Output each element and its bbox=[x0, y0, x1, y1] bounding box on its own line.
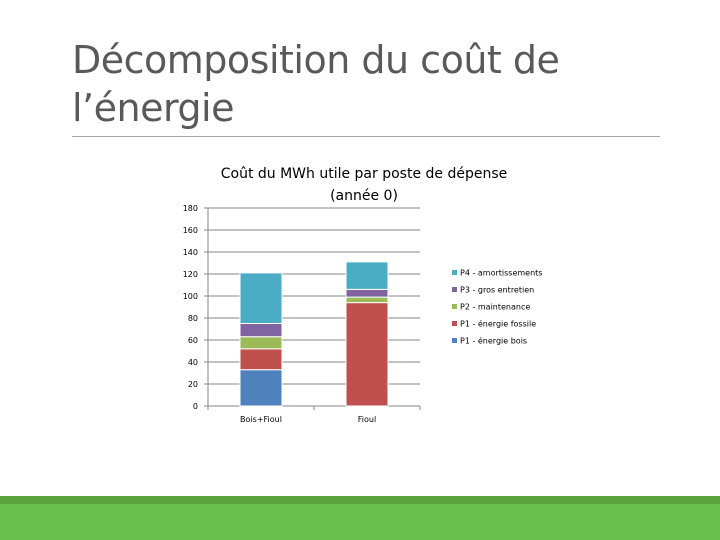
footer-bar bbox=[0, 504, 720, 540]
x-tick-label: Bois+Fioul bbox=[240, 415, 282, 424]
bar-segment bbox=[345, 302, 389, 407]
bar-segment bbox=[239, 272, 283, 324]
y-tick-label: 40 bbox=[188, 358, 198, 367]
x-tick-label: Fioul bbox=[358, 415, 376, 424]
footer-accent-stripe bbox=[0, 496, 720, 504]
y-tick-label: 0 bbox=[193, 402, 198, 411]
legend-swatch bbox=[452, 270, 457, 275]
legend-swatch bbox=[452, 321, 457, 326]
chart-title-line1: Coût du MWh utile par poste de dépense bbox=[221, 166, 508, 182]
chart-bars bbox=[239, 261, 389, 407]
bar-segment bbox=[239, 369, 283, 407]
legend-label: P3 - gros entretien bbox=[460, 286, 534, 295]
title-divider bbox=[72, 136, 660, 137]
bar-segment bbox=[239, 348, 283, 371]
slide-title: Décomposition du coût de l’énergie bbox=[72, 36, 672, 132]
legend-swatch bbox=[452, 287, 457, 292]
y-tick-label: 160 bbox=[183, 226, 198, 235]
legend-label: P1 - énergie bois bbox=[460, 336, 527, 346]
slide-title-line1: Décomposition du coût de bbox=[72, 38, 560, 82]
bar-segment bbox=[239, 336, 283, 350]
bar-segment bbox=[345, 288, 389, 298]
chart-title-line2: (année 0) bbox=[330, 188, 398, 204]
y-tick-label: 140 bbox=[183, 248, 198, 257]
legend-label: P1 - énergie fossile bbox=[460, 319, 536, 329]
legend-label: P4 - amortissements bbox=[460, 269, 542, 278]
y-tick-label: 100 bbox=[183, 292, 198, 301]
stacked-bar-chart: Coût du MWh utile par poste de dépense (… bbox=[183, 166, 543, 424]
y-tick-label: 20 bbox=[188, 380, 198, 389]
chart-legend: P4 - amortissements P3 - gros entretien P2… bbox=[452, 269, 542, 346]
bar-segment bbox=[239, 323, 283, 338]
y-tick-label: 80 bbox=[188, 314, 198, 323]
bar-segment bbox=[345, 296, 389, 304]
legend-swatch bbox=[452, 338, 457, 343]
slide-title-line2: l’énergie bbox=[72, 86, 235, 130]
y-tick-label: 180 bbox=[183, 204, 198, 213]
legend-label: P2 - maintenance bbox=[460, 303, 530, 312]
legend-swatch bbox=[452, 304, 457, 309]
y-tick-label: 60 bbox=[188, 336, 198, 345]
y-tick-label: 120 bbox=[183, 270, 198, 279]
bar-segment bbox=[345, 261, 389, 290]
